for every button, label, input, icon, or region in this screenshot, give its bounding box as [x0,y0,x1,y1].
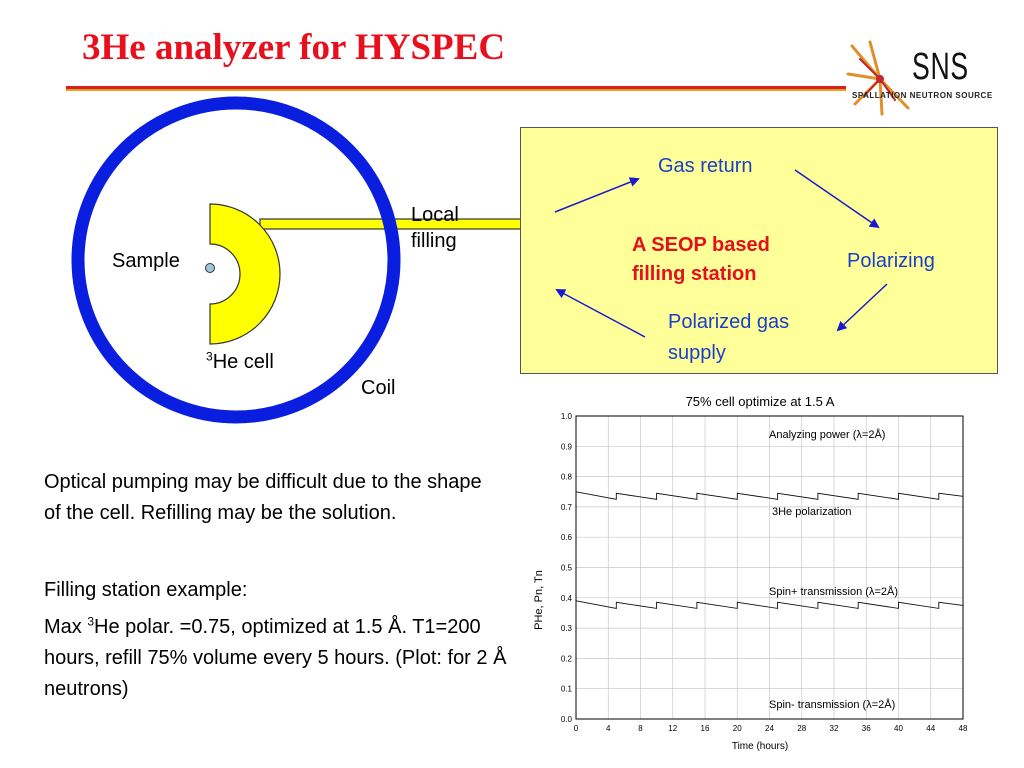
series-label-he3-polarization: 3He polarization [772,506,852,518]
arrow-to-gas-return [554,177,640,213]
y-tick-label: 1.0 [561,412,573,421]
filling-station-box [520,127,998,374]
series-line-2 [575,600,964,609]
y-tick-label: 0.1 [561,685,573,694]
x-tick-label: 8 [638,724,643,733]
page-title: 3He analyzer for HYSPEC [82,27,506,68]
series-label-spin-plus: Spin+ transmission (λ=2Å) [769,585,898,598]
analyzer-schematic [71,96,524,424]
station-cycle-arrows [554,169,888,338]
x-tick-label: 4 [606,724,611,733]
x-tick-label: 16 [701,724,710,733]
local-filling-label: Local filling [411,204,459,252]
y-tick-label: 0.4 [561,594,573,603]
series-line-1 [575,491,964,500]
sns-logo-burst-icon [846,40,910,116]
body-paragraph-2: Filling station example: [44,579,248,601]
sns-logo-subtitle: SPALLATION NEUTRON SOURCE [852,91,993,100]
series-label-analyzing-power: Analyzing power (λ=2Å) [769,428,885,441]
he3-cell-shape [209,203,281,345]
arrow-to-polarizing [794,169,880,229]
x-tick-label: 28 [797,724,806,733]
plot-frame [575,415,964,720]
supply-label: Polarized gas supply [668,311,790,364]
sns-logo-text: SNS [912,46,969,88]
gas-return-label: Gas return [658,155,753,177]
polarizing-label: Polarizing [847,250,935,272]
polarization-chart: 75% cell optimize at 1.5 A 0 4 8 12 16 20 24 28… [533,394,968,752]
arrow-to-supply [836,283,888,332]
y-tick-label: 0.5 [561,564,573,573]
series-label-spin-minus: Spin- transmission (λ=2Å) [769,698,895,711]
body-paragraph-3: Max 3He polar. =0.75, optimized at 1.5 Å… [44,614,507,700]
arrow-to-station [555,289,646,338]
x-tick-label: 36 [862,724,871,733]
x-tick-label: 40 [894,724,903,733]
y-tick-label: 0.9 [561,442,573,451]
y-tick-label: 0.2 [561,654,573,663]
station-name-label: A SEOP based filling station [632,234,770,285]
x-tick-label: 32 [830,724,839,733]
y-tick-label: 0.0 [561,715,573,724]
sample-label: Sample [112,250,180,272]
y-tick-label: 0.3 [561,624,573,633]
chart-title: 75% cell optimize at 1.5 A [686,394,835,409]
x-tick-label: 12 [668,724,677,733]
y-axis-label: PHe, Pn, Tn [533,570,545,630]
title-underline [66,86,846,89]
y-tick-label: 0.7 [561,503,573,512]
title-underline-gold [66,89,846,91]
x-tick-label: 24 [765,724,774,733]
x-axis-label: Time (hours) [732,741,788,752]
sample-dot-icon [205,263,215,273]
x-tick-label: 0 [574,724,579,733]
he-cell-label: 3He cell [206,349,274,373]
x-tick-label: 20 [733,724,742,733]
y-tick-label: 0.8 [561,473,573,482]
x-tick-label: 48 [959,724,968,733]
body-paragraph-1: Optical pumping may be difficult due to … [44,471,482,524]
coil-ring [71,96,401,424]
coil-label: Coil [361,377,396,399]
x-tick-label: 44 [926,724,935,733]
y-tick-label: 0.6 [561,533,573,542]
